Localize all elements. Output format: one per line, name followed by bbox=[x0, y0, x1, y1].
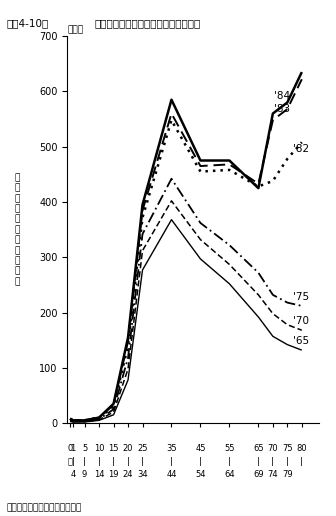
Text: |: | bbox=[141, 457, 144, 466]
Text: '83: '83 bbox=[274, 104, 290, 114]
Text: （図4-10）: （図4-10） bbox=[7, 18, 49, 28]
Text: 55: 55 bbox=[224, 444, 235, 453]
Text: 74: 74 bbox=[267, 470, 278, 479]
Text: |: | bbox=[199, 457, 202, 466]
Text: 0: 0 bbox=[68, 444, 73, 453]
Text: 54: 54 bbox=[195, 470, 206, 479]
Text: |: | bbox=[228, 457, 231, 466]
Text: '65: '65 bbox=[293, 336, 309, 346]
Text: 45: 45 bbox=[195, 444, 206, 453]
Text: 35: 35 bbox=[166, 444, 177, 453]
Text: '75: '75 bbox=[293, 292, 309, 302]
Text: 5: 5 bbox=[82, 444, 87, 453]
Text: 64: 64 bbox=[224, 470, 235, 479]
Text: 20: 20 bbox=[123, 444, 133, 453]
Text: 79: 79 bbox=[282, 470, 293, 479]
Text: |: | bbox=[98, 457, 100, 466]
Text: 70: 70 bbox=[267, 444, 278, 453]
Text: |: | bbox=[83, 457, 86, 466]
Text: 年齢階級別精神障害受療率の年次推移: 年齢階級別精神障害受療率の年次推移 bbox=[94, 18, 200, 28]
Text: |: | bbox=[127, 457, 129, 466]
Text: 9: 9 bbox=[82, 470, 87, 479]
Text: |: | bbox=[112, 457, 115, 466]
Text: 10: 10 bbox=[94, 444, 104, 453]
Text: |: | bbox=[300, 457, 303, 466]
Text: （人）: （人） bbox=[67, 25, 83, 34]
Text: 44: 44 bbox=[166, 470, 177, 479]
Text: 歳: 歳 bbox=[68, 457, 73, 466]
Text: '82: '82 bbox=[293, 144, 309, 154]
Text: |: | bbox=[170, 457, 173, 466]
Text: 資料出所：厚生省「患者調査」: 資料出所：厚生省「患者調査」 bbox=[7, 503, 82, 512]
Text: |: | bbox=[257, 457, 260, 466]
Text: 65: 65 bbox=[253, 444, 264, 453]
Text: 19: 19 bbox=[108, 470, 119, 479]
Text: 34: 34 bbox=[137, 470, 148, 479]
Text: '70: '70 bbox=[293, 316, 309, 326]
Text: |: | bbox=[72, 457, 75, 466]
Text: 24: 24 bbox=[123, 470, 133, 479]
Text: 15: 15 bbox=[108, 444, 119, 453]
Text: 4: 4 bbox=[70, 470, 76, 479]
Text: 80: 80 bbox=[296, 444, 307, 453]
Text: 1: 1 bbox=[70, 444, 76, 453]
Text: |: | bbox=[271, 457, 274, 466]
Text: |: | bbox=[286, 457, 289, 466]
Text: 14: 14 bbox=[94, 470, 104, 479]
Text: 25: 25 bbox=[137, 444, 148, 453]
Text: '84: '84 bbox=[274, 91, 290, 101]
Text: 69: 69 bbox=[253, 470, 264, 479]
Text: 受
療
率
（
人
口
一
〇
万
対
）: 受 療 率 （ 人 口 一 〇 万 対 ） bbox=[14, 173, 19, 286]
Text: 75: 75 bbox=[282, 444, 293, 453]
